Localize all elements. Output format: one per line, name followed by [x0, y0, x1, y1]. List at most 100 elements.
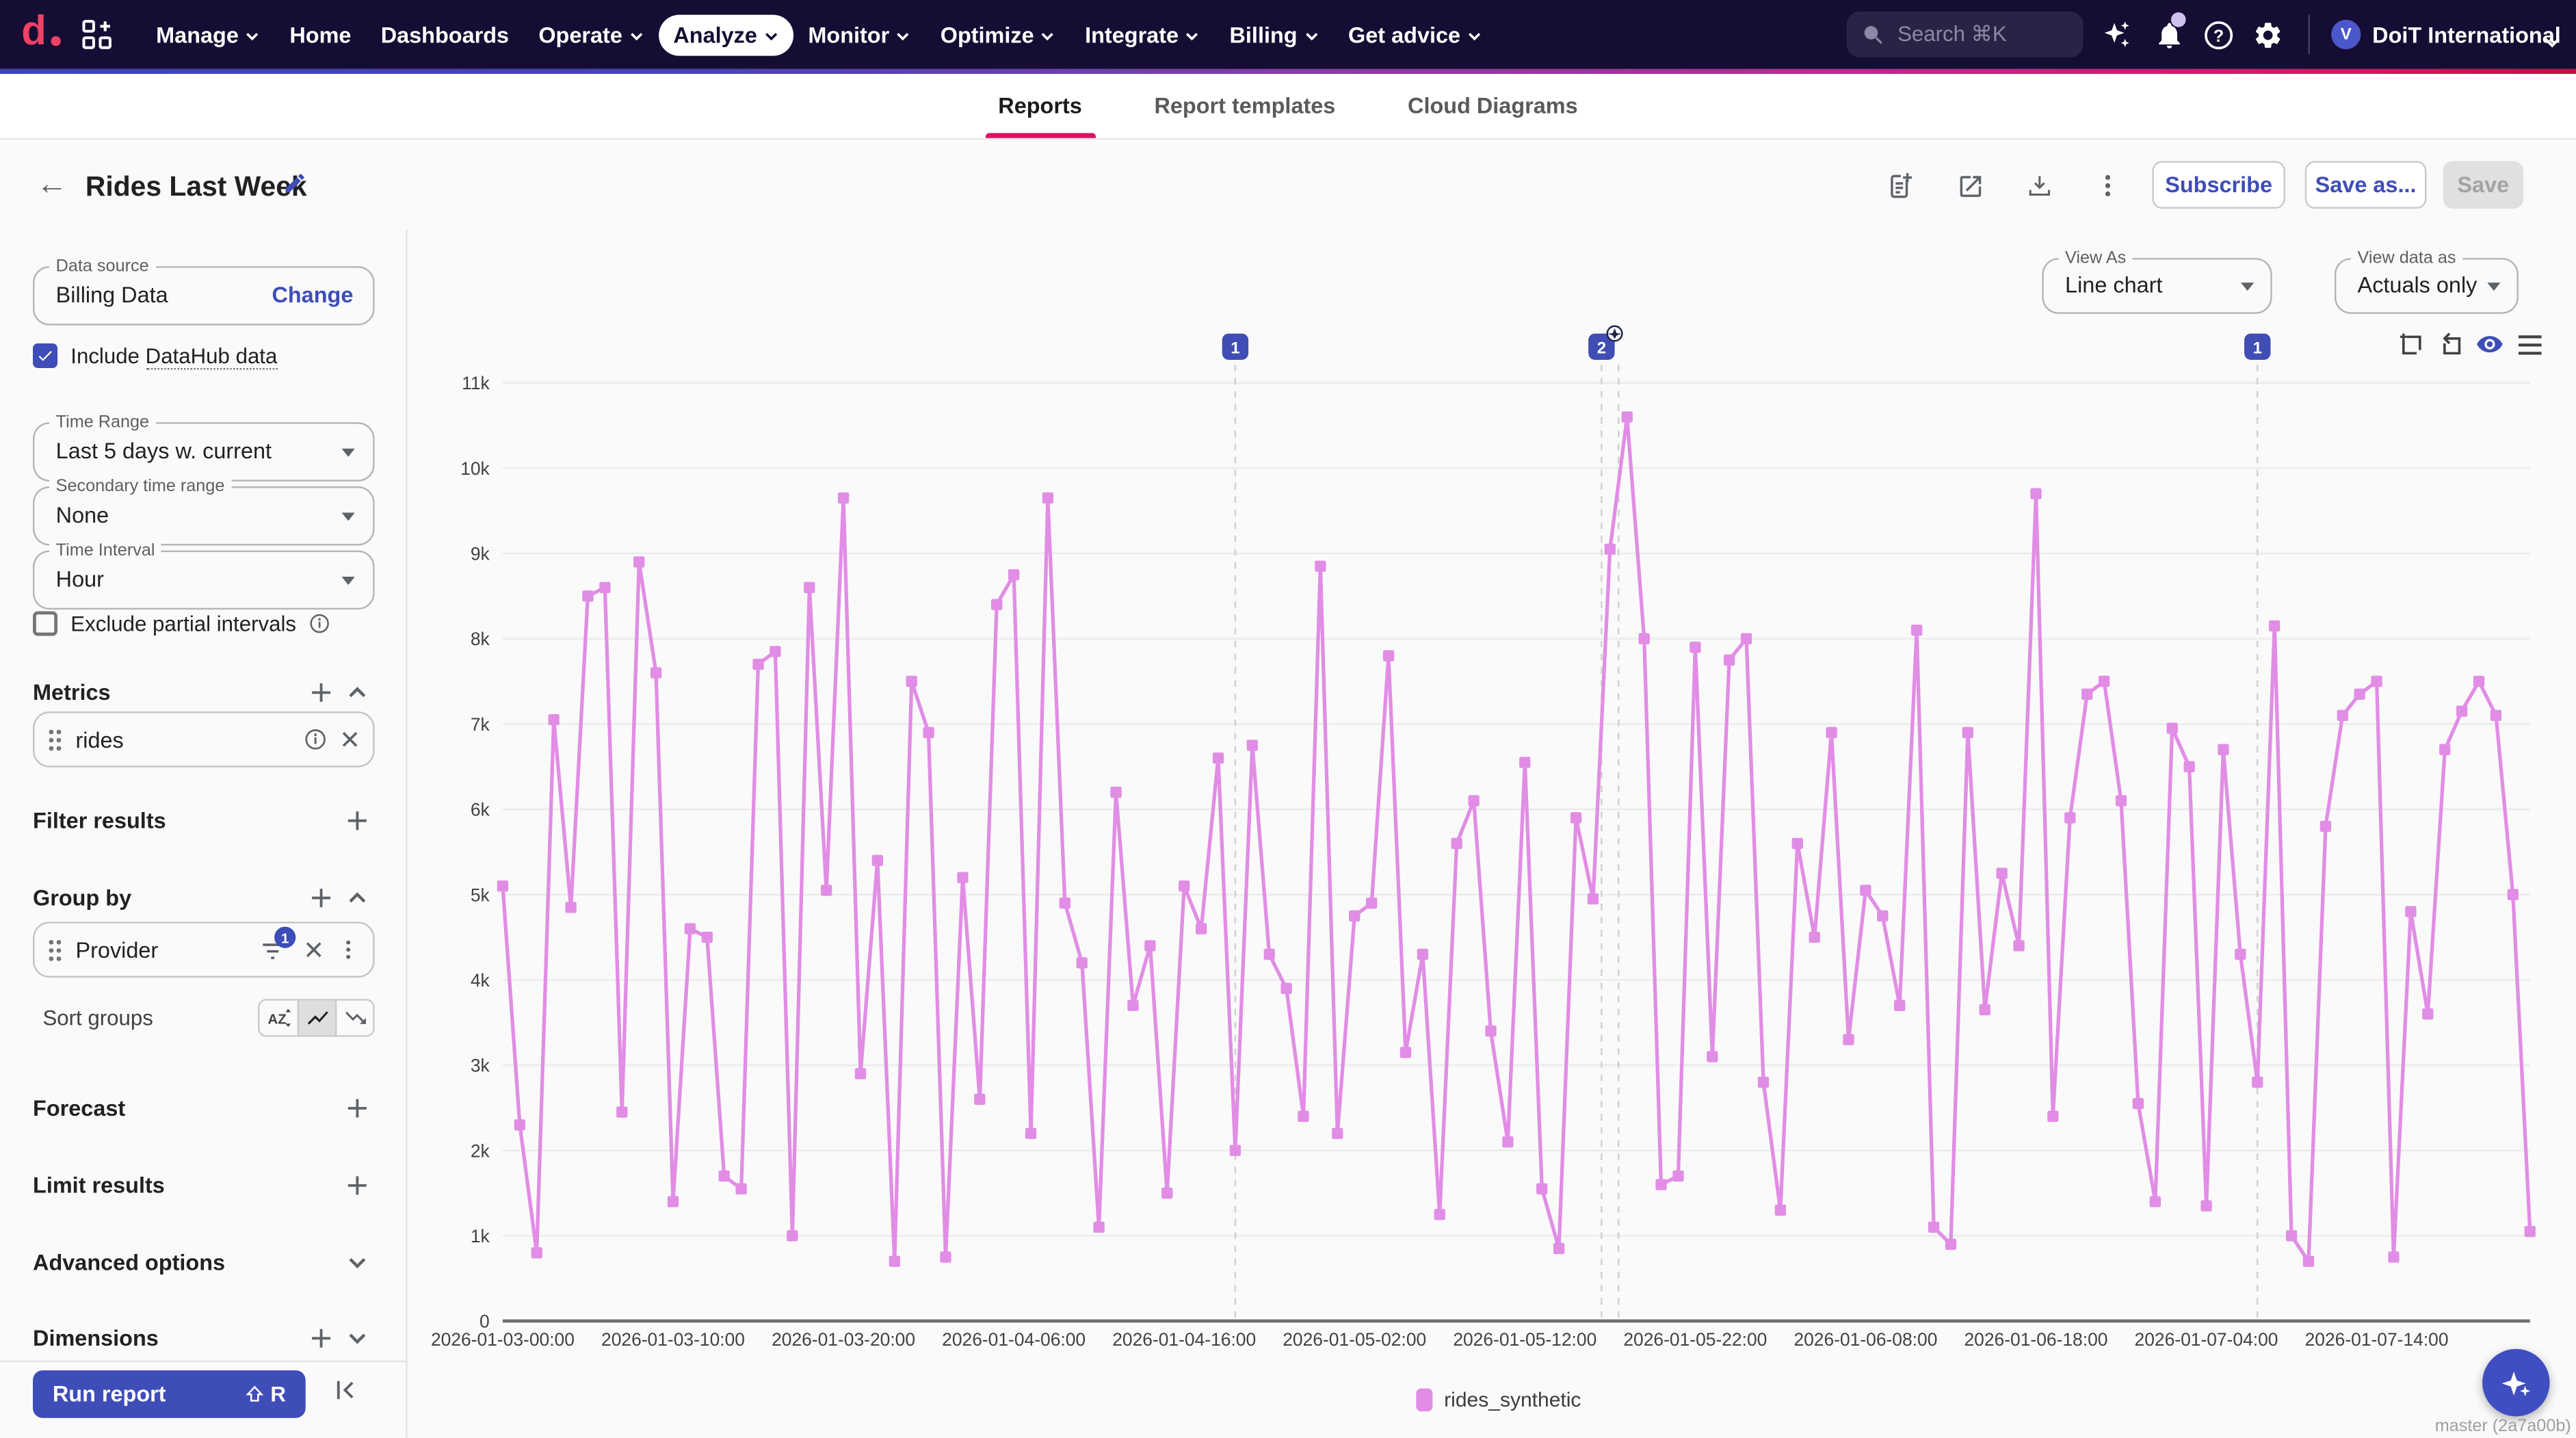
info-icon[interactable] — [304, 728, 327, 751]
annotation-badge[interactable] — [1588, 333, 1615, 360]
data-point-marker[interactable] — [2507, 889, 2519, 900]
download-icon[interactable] — [2021, 168, 2057, 204]
secondary-time-range-select[interactable]: Secondary time range None — [33, 476, 375, 546]
add-limit-plus-icon[interactable] — [339, 1166, 375, 1203]
save-as-button[interactable]: Save as... — [2304, 161, 2427, 209]
data-point-marker[interactable] — [1910, 625, 1923, 636]
data-point-marker[interactable] — [701, 931, 713, 943]
data-point-marker[interactable] — [940, 1251, 951, 1263]
edit-title-pencil-icon[interactable] — [282, 171, 307, 204]
data-point-marker[interactable] — [2490, 709, 2502, 722]
add-group-plus-icon[interactable] — [302, 879, 339, 915]
data-point-marker[interactable] — [1877, 910, 1889, 921]
data-point-marker[interactable] — [2218, 744, 2229, 755]
data-point-marker[interactable] — [548, 714, 560, 726]
data-point-marker[interactable] — [2081, 688, 2093, 700]
data-point-marker[interactable] — [1246, 740, 1258, 751]
data-point-marker[interactable] — [1638, 633, 1650, 644]
time-range-select[interactable]: Time Range Last 5 days w. current — [33, 412, 375, 482]
data-point-marker[interactable] — [2252, 1076, 2263, 1088]
data-point-marker[interactable] — [1707, 1051, 1718, 1062]
data-point-marker[interactable] — [1570, 812, 1582, 824]
data-point-marker[interactable] — [1553, 1242, 1565, 1255]
tab-reports[interactable]: Reports — [969, 74, 1112, 138]
data-point-marker[interactable] — [2149, 1196, 2161, 1207]
exclude-partial-row[interactable]: Exclude partial intervals — [33, 611, 330, 636]
data-point-marker[interactable] — [1894, 999, 1906, 1011]
data-point-marker[interactable] — [1468, 795, 1480, 807]
data-point-marker[interactable] — [2200, 1200, 2212, 1212]
data-point-marker[interactable] — [633, 556, 645, 568]
chart-legend[interactable]: rides_synthetic — [1416, 1388, 1581, 1412]
ai-assistant-fab[interactable] — [2482, 1348, 2550, 1417]
data-point-marker[interactable] — [2319, 820, 2332, 833]
data-point-marker[interactable] — [1212, 753, 1224, 764]
tab-report-templates[interactable]: Report templates — [1154, 93, 1336, 118]
run-report-button[interactable]: Run report R — [33, 1370, 306, 1418]
save-button[interactable]: Save — [2443, 161, 2524, 209]
data-point-marker[interactable] — [1434, 1209, 1445, 1220]
data-point-marker[interactable] — [1451, 837, 1462, 850]
data-point-marker[interactable] — [2098, 675, 2110, 688]
group-options-kebab-icon[interactable] — [337, 938, 360, 961]
sort-alpha-icon[interactable]: AZ — [259, 1000, 298, 1036]
data-point-marker[interactable] — [1076, 957, 1088, 969]
subscribe-button[interactable]: Subscribe — [2152, 161, 2285, 209]
data-point-marker[interactable] — [1604, 543, 1616, 555]
data-point-marker[interactable] — [804, 581, 815, 594]
data-point-marker[interactable] — [1417, 948, 1429, 960]
data-point-marker[interactable] — [1945, 1238, 1957, 1250]
data-point-marker[interactable] — [2524, 1225, 2536, 1238]
data-point-marker[interactable] — [871, 854, 884, 866]
data-point-marker[interactable] — [820, 885, 832, 896]
data-point-marker[interactable] — [1519, 757, 1531, 768]
nav-item-home[interactable]: Home — [275, 14, 366, 55]
data-point-marker[interactable] — [974, 1093, 986, 1106]
add-metric-plus-icon[interactable] — [302, 674, 339, 710]
data-point-marker[interactable] — [2013, 940, 2025, 952]
data-point-marker[interactable] — [1502, 1136, 1514, 1148]
data-point-marker[interactable] — [1399, 1047, 1412, 1058]
nav-item-get-advice[interactable]: Get advice — [1333, 14, 1496, 55]
data-point-marker[interactable] — [787, 1230, 798, 1242]
datahub-term[interactable]: DataHub data — [145, 343, 278, 370]
remove-metric-close-icon[interactable] — [340, 729, 360, 749]
metric-chip-rides[interactable]: rides — [33, 711, 375, 768]
data-point-marker[interactable] — [531, 1247, 542, 1259]
data-point-marker[interactable] — [2405, 906, 2417, 917]
data-point-marker[interactable] — [1365, 897, 1378, 909]
apps-grid-icon[interactable] — [81, 18, 114, 59]
data-point-marker[interactable] — [2456, 705, 2468, 717]
data-point-marker[interactable] — [2439, 744, 2451, 755]
line-chart[interactable]: 0 1k 2k 3k 4k 5k 6k 7k 8k 9k 10k 11k 2026-01-03-00:0… — [414, 230, 2576, 1437]
nav-item-billing[interactable]: Billing — [1215, 14, 1334, 55]
data-point-marker[interactable] — [1349, 910, 1361, 921]
nav-item-operate[interactable]: Operate — [524, 14, 659, 55]
help-icon[interactable]: ? — [2198, 15, 2238, 55]
data-point-marker[interactable] — [2371, 675, 2382, 688]
data-point-marker[interactable] — [2064, 812, 2076, 824]
data-point-marker[interactable] — [2268, 620, 2281, 632]
data-point-marker[interactable] — [2132, 1097, 2144, 1110]
data-source-field[interactable]: Data source Billing Data Change — [33, 256, 375, 326]
data-point-marker[interactable] — [2285, 1230, 2298, 1242]
change-data-source-link[interactable]: Change — [272, 283, 354, 308]
data-point-marker[interactable] — [1774, 1204, 1787, 1216]
exclude-partial-checkbox[interactable] — [33, 611, 58, 636]
data-point-marker[interactable] — [752, 658, 764, 670]
data-point-marker[interactable] — [497, 880, 509, 892]
data-point-marker[interactable] — [1025, 1127, 1037, 1139]
data-point-marker[interactable] — [906, 675, 917, 688]
data-point-marker[interactable] — [718, 1170, 730, 1182]
data-point-marker[interactable] — [582, 590, 594, 602]
data-point-marker[interactable] — [2047, 1110, 2059, 1122]
data-point-marker[interactable] — [616, 1106, 628, 1118]
chart-menu-hamburger-icon[interactable] — [2515, 330, 2543, 358]
add-forecast-plus-icon[interactable] — [339, 1089, 375, 1125]
data-point-marker[interactable] — [2030, 488, 2042, 499]
data-point-marker[interactable] — [1298, 1110, 1309, 1122]
tab-cloud-diagrams[interactable]: Cloud Diagrams — [1408, 93, 1578, 118]
data-point-marker[interactable] — [684, 923, 696, 934]
include-datahub-row[interactable]: Include DataHub data — [33, 343, 278, 370]
account-name[interactable]: DoiT International — [2372, 23, 2561, 48]
